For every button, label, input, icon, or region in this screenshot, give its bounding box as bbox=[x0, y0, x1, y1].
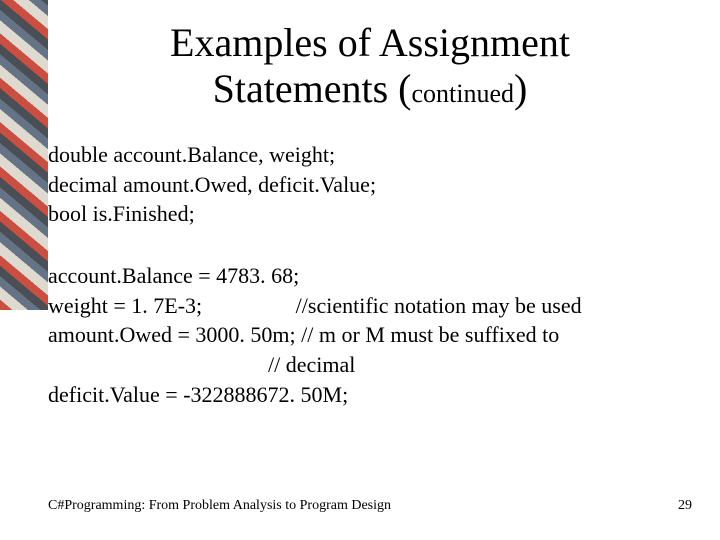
slide-footer: C#Programming: From Problem Analysis to … bbox=[48, 498, 692, 514]
declaration-block: double account.Balance, weight; decimal … bbox=[48, 140, 692, 229]
title-line-1: Examples of Assignment bbox=[170, 20, 570, 65]
code-line: // decimal bbox=[48, 350, 692, 380]
footer-page-number: 29 bbox=[678, 498, 692, 514]
code-line: decimal amount.Owed, deficit.Value; bbox=[48, 170, 692, 200]
code-line: weight = 1. 7E-3; //scientific notation … bbox=[48, 291, 692, 321]
code-line: account.Balance = 4783. 68; bbox=[48, 261, 692, 291]
code-line: amount.Owed = 3000. 50m; // m or M must … bbox=[48, 320, 692, 350]
title-subtext: continued bbox=[412, 79, 515, 108]
title-line-2-pre: Statements ( bbox=[213, 66, 412, 111]
code-line: bool is.Finished; bbox=[48, 199, 692, 229]
code-line: deficit.Value = -322888672. 50M; bbox=[48, 380, 692, 410]
title-line-2-post: ) bbox=[514, 66, 527, 111]
assignment-block: account.Balance = 4783. 68; weight = 1. … bbox=[48, 261, 692, 409]
slide-title: Examples of Assignment Statements (conti… bbox=[48, 20, 692, 112]
footer-left: C#Programming: From Problem Analysis to … bbox=[48, 498, 391, 514]
code-line: double account.Balance, weight; bbox=[48, 140, 692, 170]
slide-container: Examples of Assignment Statements (conti… bbox=[0, 0, 720, 540]
